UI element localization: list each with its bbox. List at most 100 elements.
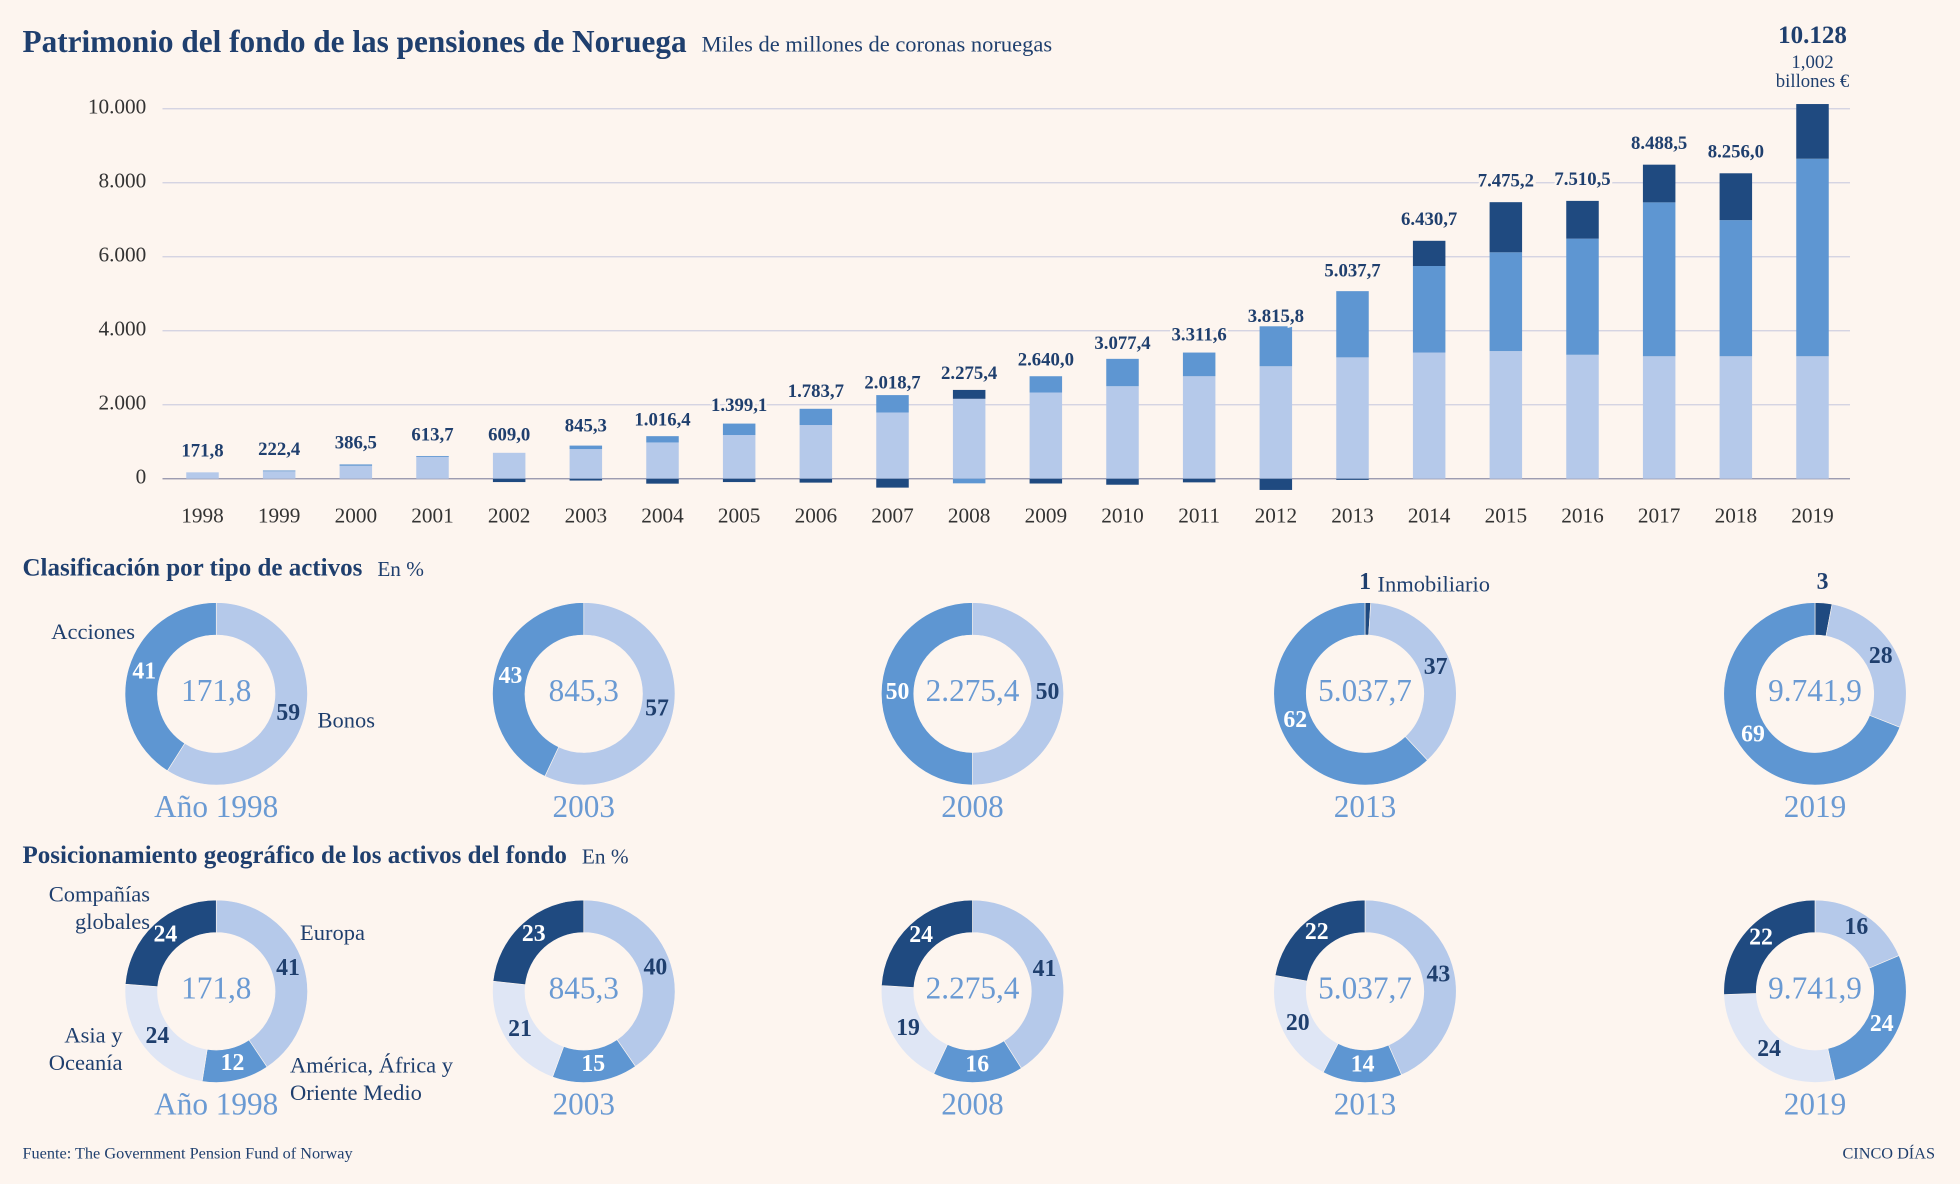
center-label: 171,8 xyxy=(181,673,251,708)
data-label: 12 xyxy=(221,1050,245,1076)
total-label: 3.815,8 xyxy=(1248,306,1304,327)
donut-label: Año 1998 xyxy=(154,1087,278,1122)
x-tick-label: 2008 xyxy=(948,503,991,527)
x-tick-label: 1999 xyxy=(258,503,301,527)
center-label: 5.037,7 xyxy=(1318,673,1412,708)
y-tick-label: 4.000 xyxy=(98,317,146,341)
section-subtitle: En % xyxy=(582,845,629,869)
total-label: 3.311,6 xyxy=(1172,324,1227,345)
annotation: 1,002 xyxy=(1791,52,1833,73)
data-label: 50 xyxy=(1036,679,1060,705)
x-tick-label: 2011 xyxy=(1178,503,1220,527)
x-tick-label: 2002 xyxy=(488,503,531,527)
x-tick-label: 2019 xyxy=(1791,503,1834,527)
x-tick-label: 2012 xyxy=(1255,503,1298,527)
bar-segment xyxy=(262,471,296,479)
bar-segment xyxy=(1106,358,1139,387)
total-label: 3.077,4 xyxy=(1094,333,1151,354)
donut-segment xyxy=(215,899,308,1068)
total-label: 609,0 xyxy=(488,424,530,445)
bar-segment xyxy=(1796,158,1829,357)
chart-title: Patrimonio del fondo de las pensiones de… xyxy=(23,24,687,59)
category-label: Bonos xyxy=(317,707,376,733)
bar-segment xyxy=(339,464,373,466)
data-label: 15 xyxy=(581,1051,605,1077)
x-tick-label: 1998 xyxy=(181,503,224,527)
category-label: América, África y Oriente Medio xyxy=(290,1052,454,1106)
data-label: 14 xyxy=(1351,1052,1375,1078)
total-label: 8.256,0 xyxy=(1708,142,1764,163)
bar-segment xyxy=(1029,376,1063,393)
bar-segment xyxy=(1796,104,1829,159)
bar-segment xyxy=(186,472,219,479)
y-tick-label: 2.000 xyxy=(98,391,146,415)
data-label: 57 xyxy=(645,696,669,722)
x-tick-label: 2006 xyxy=(795,503,838,527)
total-label: 6.430,7 xyxy=(1401,209,1457,230)
bar-segment xyxy=(722,478,756,483)
bar-segment xyxy=(339,465,373,479)
bar-segment xyxy=(1336,291,1369,358)
x-tick-label: 2017 xyxy=(1638,503,1681,527)
center-label: 9.741,9 xyxy=(1768,970,1862,1005)
bar-segment xyxy=(416,455,449,457)
data-label: 1 xyxy=(1359,569,1371,595)
donut-segment xyxy=(1723,899,1816,995)
bar-segment xyxy=(1336,478,1369,480)
data-label: 43 xyxy=(499,663,523,689)
total-label: 1.399,1 xyxy=(711,395,767,416)
x-tick-label: 2003 xyxy=(565,503,608,527)
donut-segment xyxy=(972,899,1065,1069)
bar-segment xyxy=(492,452,526,479)
data-label: 24 xyxy=(909,922,933,948)
bar-segment xyxy=(569,445,603,450)
bar-segment xyxy=(262,470,296,472)
total-label: 1.783,7 xyxy=(788,381,844,402)
bar-segment xyxy=(1182,376,1216,479)
total-label: 7.510,5 xyxy=(1554,169,1610,190)
data-label: 41 xyxy=(132,658,156,684)
category-label: Acciones xyxy=(51,618,135,644)
section-title: Clasificación por tipo de activos xyxy=(23,555,363,582)
bar-segment xyxy=(799,478,833,483)
x-tick-label: 2000 xyxy=(335,503,378,527)
section-subtitle: En % xyxy=(377,557,424,581)
x-tick-label: 2001 xyxy=(411,503,454,527)
data-label: 41 xyxy=(276,955,300,981)
donut-segment xyxy=(972,602,1064,786)
bar-segment xyxy=(722,423,756,436)
center-label: 5.037,7 xyxy=(1318,970,1412,1005)
donut-segment xyxy=(1274,899,1366,982)
bar-segment xyxy=(1642,356,1676,479)
x-tick-label: 2007 xyxy=(871,503,914,527)
donut-label: 2008 xyxy=(941,1087,1004,1122)
bar-segment xyxy=(1412,240,1446,266)
x-tick-label: 2016 xyxy=(1561,503,1604,527)
chart-subtitle: Miles de millones de coronas noruegas xyxy=(702,31,1053,56)
donut-label: 2013 xyxy=(1334,1087,1397,1122)
data-label: 19 xyxy=(896,1015,920,1041)
bar-segment xyxy=(1412,265,1446,353)
x-tick-label: 2014 xyxy=(1408,503,1451,527)
total-label: 845,3 xyxy=(565,416,607,437)
bar-segment xyxy=(569,449,603,479)
data-label: 24 xyxy=(1757,1036,1781,1062)
data-label: 50 xyxy=(886,679,910,705)
bar-segment xyxy=(646,442,679,479)
total-label: 386,5 xyxy=(335,433,377,454)
donut-segment xyxy=(881,899,973,988)
data-label: 22 xyxy=(1305,919,1329,945)
data-label: 24 xyxy=(146,1023,170,1049)
data-label: 3 xyxy=(1817,569,1829,595)
donut-label: 2003 xyxy=(553,789,616,824)
category-label: Compañías globales xyxy=(48,881,150,934)
bar-segment xyxy=(876,478,909,488)
bar-segment xyxy=(1566,354,1599,479)
total-label: 2.640,0 xyxy=(1018,349,1074,370)
x-tick-label: 2005 xyxy=(718,503,761,527)
bar-segment xyxy=(1796,356,1829,479)
donut-segment xyxy=(124,602,217,772)
donut-segment xyxy=(544,602,676,786)
data-label: 23 xyxy=(522,921,546,947)
